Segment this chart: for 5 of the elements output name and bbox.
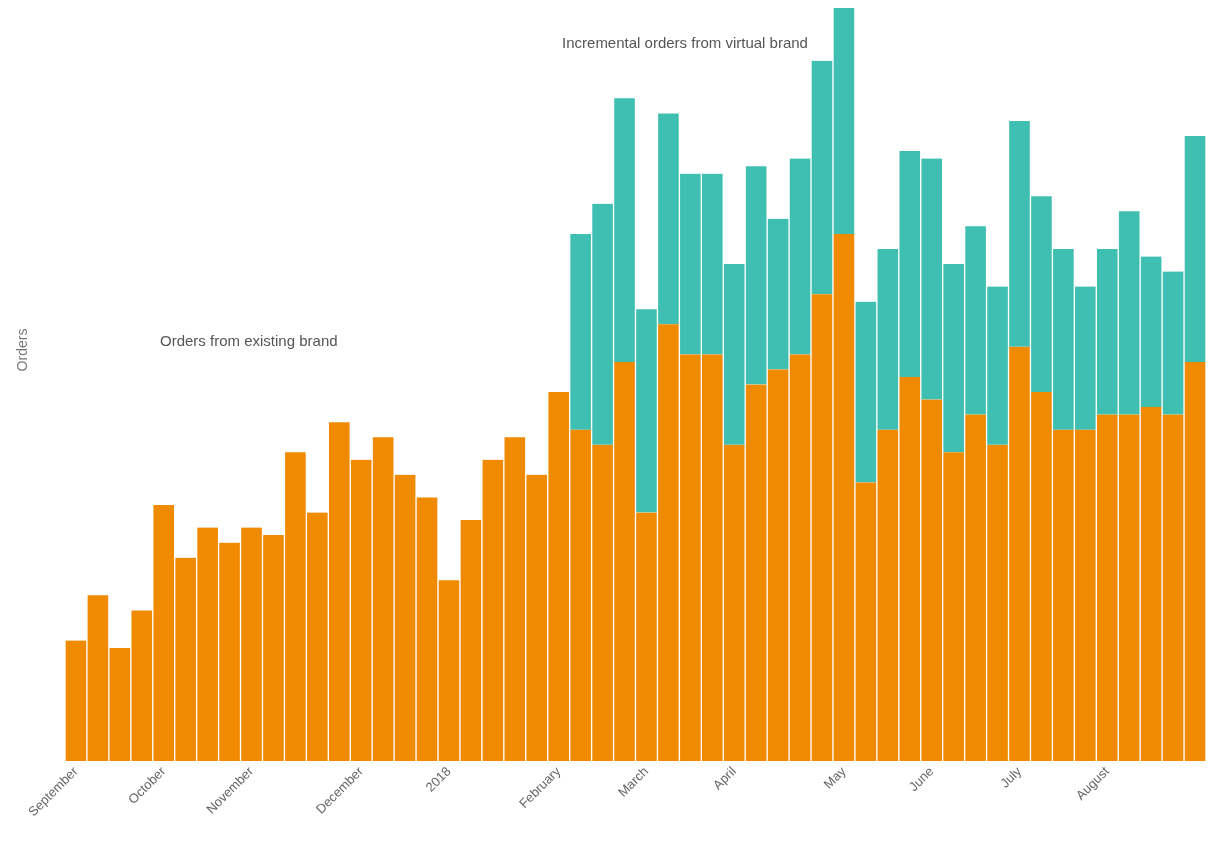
x-tick-label: May [820,763,849,792]
annotation: Orders from existing brand [160,332,339,349]
y-axis-title: Orders [14,328,30,372]
annotation: Incremental orders from virtual brand [561,34,809,51]
x-tick-label: July [997,763,1025,791]
